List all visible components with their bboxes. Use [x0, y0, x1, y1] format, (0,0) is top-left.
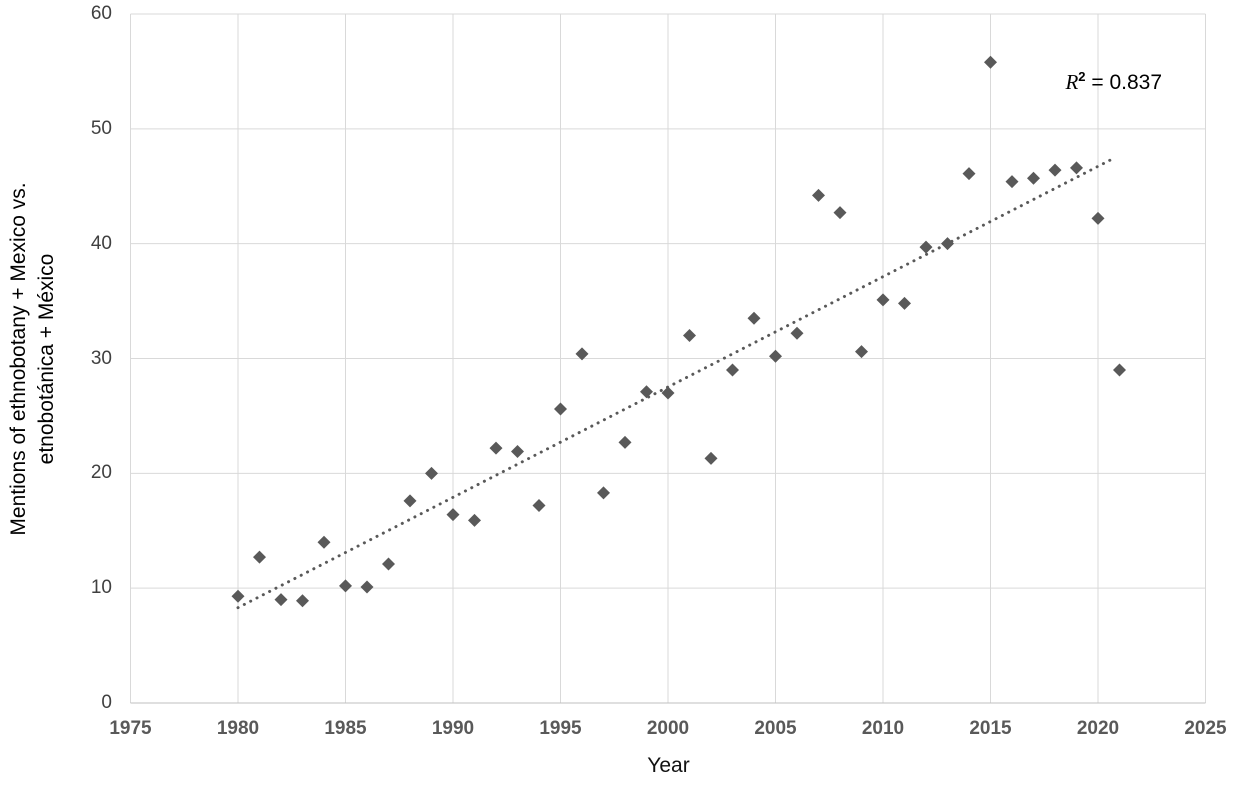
- data-point: [1048, 163, 1062, 177]
- r-squared-superscript: 2: [1078, 69, 1086, 84]
- y-tick-label: 30: [90, 347, 112, 369]
- y-axis-title: Mentions of ethnobotany + Mexico vs. etn…: [5, 0, 63, 739]
- x-axis-title: Year: [647, 754, 690, 777]
- data-point: [360, 580, 374, 594]
- x-tick-label: 2025: [1184, 718, 1227, 739]
- data-point: [683, 329, 696, 343]
- y-tick-label: 60: [90, 3, 112, 24]
- data-point: [425, 466, 438, 480]
- data-point: [1113, 363, 1126, 377]
- data-point: [274, 593, 288, 607]
- data-point: [532, 498, 546, 512]
- data-point: [941, 237, 954, 251]
- data-point: [403, 494, 417, 508]
- data-point: [296, 594, 309, 608]
- y-tick-label: 20: [90, 462, 112, 484]
- x-tick-label: 1975: [109, 718, 152, 739]
- data-point: [640, 385, 653, 399]
- y-tick-label: 50: [90, 117, 112, 139]
- x-tick-label: 1980: [216, 718, 260, 739]
- y-axis-title-line1: Mentions of ethnobotany + Mexico vs.: [7, 182, 30, 536]
- x-tick-label: 2020: [1076, 718, 1120, 739]
- data-point: [382, 557, 395, 571]
- data-point: [769, 349, 782, 363]
- data-point: [833, 206, 847, 220]
- x-tick-label: 2015: [969, 718, 1012, 739]
- data-point: [1005, 175, 1019, 189]
- r-squared-symbol: R: [1065, 70, 1079, 94]
- data-point: [747, 311, 761, 325]
- trendline: [236, 156, 1117, 610]
- data-point: [231, 589, 245, 603]
- x-tick-label: 2000: [646, 718, 690, 739]
- data-point: [1091, 211, 1105, 225]
- data-point: [511, 445, 524, 459]
- x-tick-label: 2010: [861, 718, 905, 739]
- data-point: [876, 293, 890, 307]
- x-tick-label: 1990: [431, 718, 475, 739]
- data-point: [618, 435, 632, 449]
- data-point: [812, 188, 825, 202]
- data-point: [661, 386, 675, 400]
- data-point: [468, 513, 481, 527]
- data-point: [704, 451, 718, 465]
- data-point: [554, 402, 567, 416]
- r-squared-value: = 0.837: [1085, 71, 1162, 94]
- x-tick-label: 2005: [754, 718, 797, 739]
- data-point: [898, 296, 911, 310]
- data-point: [790, 326, 804, 340]
- y-axis-title-line2: etnobotánica + México: [35, 253, 58, 465]
- y-tick-label: 10: [90, 577, 112, 599]
- data-point: [339, 579, 352, 593]
- data-point: [317, 535, 331, 549]
- data-point: [1070, 161, 1083, 175]
- y-tick-label: 40: [90, 232, 112, 254]
- data-point: [446, 508, 460, 522]
- data-point: [962, 167, 976, 181]
- data-point: [919, 240, 933, 254]
- x-tick-label: 1995: [539, 718, 582, 739]
- data-point: [597, 486, 610, 500]
- data-point: [984, 55, 997, 69]
- r-squared-annotation: R2 = 0.837: [962, 64, 1162, 96]
- y-tick-label: 0: [101, 692, 112, 713]
- data-point: [575, 347, 589, 361]
- data-point: [253, 550, 266, 564]
- data-point: [726, 363, 739, 377]
- x-tick-label: 1985: [324, 718, 367, 739]
- data-point: [855, 345, 868, 359]
- data-point: [489, 441, 503, 455]
- data-point: [1027, 171, 1040, 185]
